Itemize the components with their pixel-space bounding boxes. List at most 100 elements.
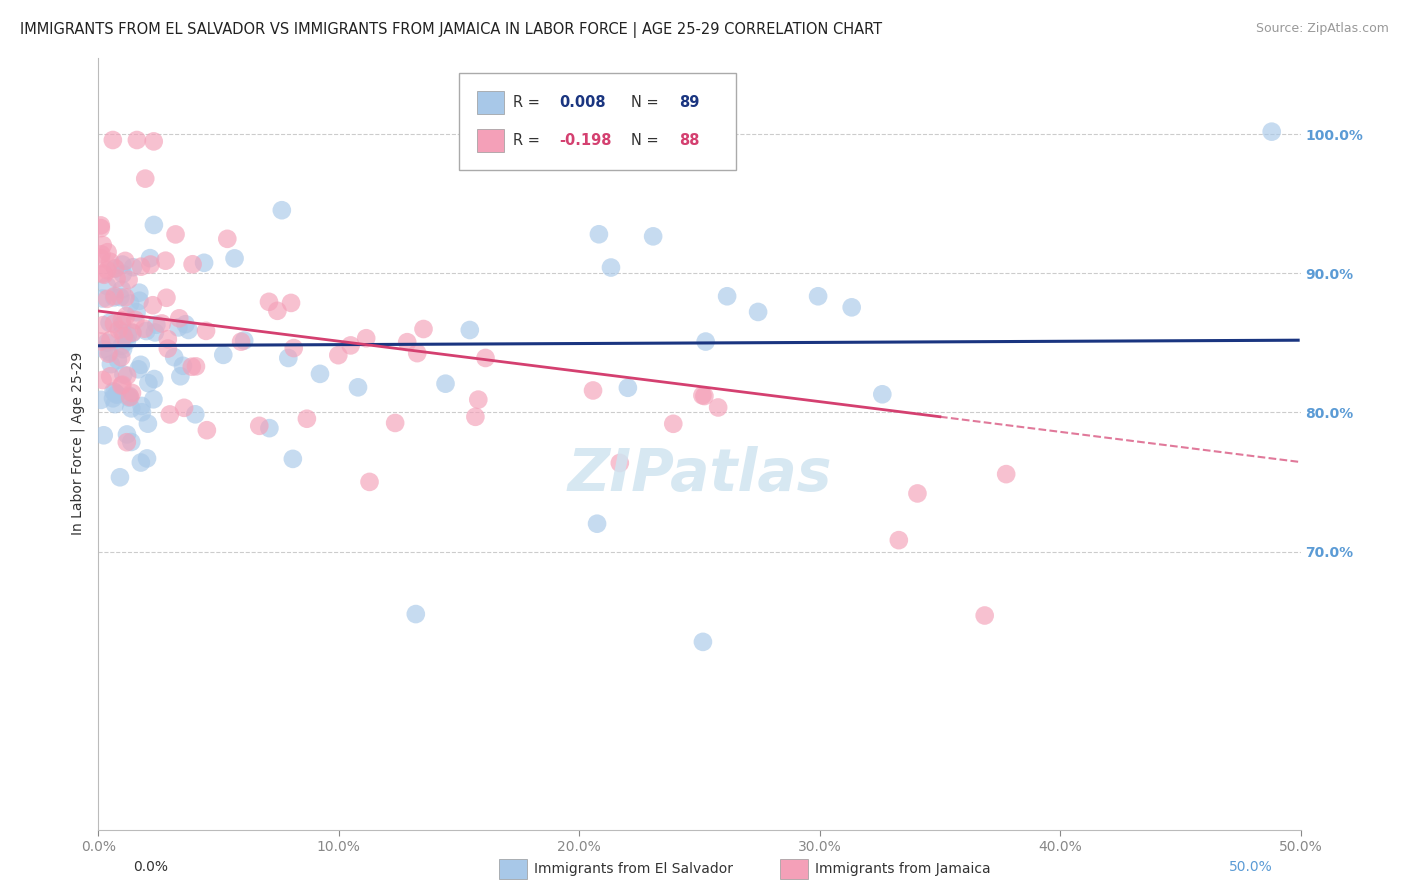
Point bbox=[224, 252, 246, 266]
Point bbox=[359, 475, 381, 489]
Point bbox=[181, 257, 204, 271]
Point bbox=[114, 253, 136, 268]
Point bbox=[139, 258, 162, 272]
Point bbox=[193, 256, 215, 270]
Point bbox=[111, 267, 134, 281]
Point bbox=[270, 203, 292, 218]
Point bbox=[112, 329, 135, 343]
Point bbox=[257, 294, 280, 309]
Point bbox=[405, 607, 427, 621]
Point bbox=[328, 348, 350, 362]
Point bbox=[155, 291, 177, 305]
Point bbox=[105, 387, 128, 401]
Point bbox=[662, 417, 685, 431]
Point bbox=[98, 345, 121, 359]
Point bbox=[139, 251, 162, 265]
Point bbox=[807, 289, 830, 303]
Point bbox=[887, 533, 910, 548]
Point bbox=[90, 247, 112, 261]
Point bbox=[96, 263, 118, 277]
Point bbox=[98, 369, 121, 384]
Text: -0.198: -0.198 bbox=[558, 133, 612, 148]
Point bbox=[115, 435, 138, 450]
Point bbox=[111, 258, 134, 272]
Point bbox=[104, 261, 127, 276]
Text: Immigrants from El Salvador: Immigrants from El Salvador bbox=[534, 862, 734, 876]
Point bbox=[90, 221, 112, 235]
Point bbox=[195, 324, 218, 338]
Text: 89: 89 bbox=[679, 95, 699, 111]
Point bbox=[103, 290, 125, 304]
Point bbox=[120, 434, 142, 449]
Point bbox=[184, 359, 207, 374]
Point bbox=[142, 392, 165, 407]
Point bbox=[195, 423, 218, 437]
Point bbox=[107, 353, 129, 368]
Point bbox=[131, 405, 153, 419]
Point bbox=[104, 385, 127, 400]
Point bbox=[121, 385, 143, 400]
Text: N =: N = bbox=[631, 95, 664, 111]
Point bbox=[434, 376, 457, 391]
Point bbox=[117, 391, 139, 405]
Point bbox=[115, 334, 138, 349]
Point bbox=[180, 359, 202, 374]
Point bbox=[112, 342, 135, 356]
Point bbox=[128, 293, 150, 308]
Point bbox=[117, 328, 139, 343]
Point bbox=[111, 326, 134, 340]
Point bbox=[129, 456, 152, 470]
Point bbox=[458, 323, 481, 337]
Point bbox=[117, 273, 139, 287]
Point bbox=[716, 289, 738, 303]
Point bbox=[115, 309, 138, 323]
Point bbox=[100, 357, 122, 371]
Text: 0.008: 0.008 bbox=[558, 95, 606, 111]
Point bbox=[110, 378, 132, 392]
Text: ZIPatlas: ZIPatlas bbox=[567, 446, 832, 503]
Point bbox=[177, 323, 200, 337]
Point bbox=[120, 401, 142, 416]
Point bbox=[98, 316, 121, 330]
Point bbox=[354, 331, 377, 345]
Point bbox=[97, 245, 120, 260]
Point bbox=[129, 358, 152, 372]
Point bbox=[93, 343, 115, 357]
Point bbox=[96, 292, 118, 306]
Point bbox=[259, 421, 281, 435]
Text: Immigrants from Jamaica: Immigrants from Jamaica bbox=[815, 862, 991, 876]
Point bbox=[155, 253, 177, 268]
Point bbox=[115, 427, 138, 442]
Point bbox=[872, 387, 894, 401]
Point bbox=[347, 380, 370, 394]
Point bbox=[136, 451, 159, 466]
Point bbox=[110, 339, 132, 353]
Point bbox=[173, 401, 195, 415]
Point bbox=[233, 334, 256, 348]
Point bbox=[104, 261, 127, 276]
Text: R =: R = bbox=[513, 133, 544, 148]
Point bbox=[582, 384, 605, 398]
Point bbox=[707, 401, 730, 415]
Point bbox=[600, 260, 623, 275]
FancyBboxPatch shape bbox=[477, 91, 503, 114]
FancyBboxPatch shape bbox=[477, 129, 503, 153]
Point bbox=[339, 338, 361, 352]
Point bbox=[110, 351, 132, 365]
Point bbox=[150, 317, 173, 331]
Point bbox=[277, 351, 299, 365]
Point bbox=[127, 362, 149, 376]
Point bbox=[121, 326, 143, 340]
Point bbox=[281, 451, 304, 466]
Point bbox=[467, 392, 489, 407]
Point bbox=[125, 133, 148, 147]
Point bbox=[159, 408, 181, 422]
Point bbox=[118, 389, 141, 403]
Point bbox=[120, 390, 142, 404]
Point bbox=[247, 418, 270, 433]
Text: R =: R = bbox=[513, 95, 544, 111]
Point bbox=[103, 384, 125, 399]
Point bbox=[142, 298, 165, 312]
Text: 88: 88 bbox=[679, 133, 700, 148]
Point bbox=[96, 279, 118, 293]
